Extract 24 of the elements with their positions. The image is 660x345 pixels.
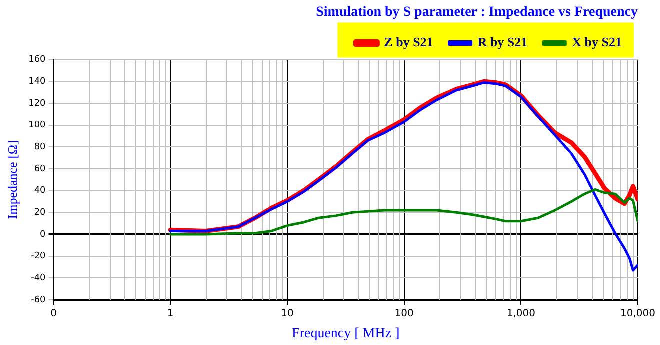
y-tick-label: -20 (31, 252, 46, 262)
chart-title: Simulation by S parameter : Impedance vs Frequency (316, 5, 638, 20)
x-tick-label: 100 (394, 308, 414, 320)
y-tick-label: 0 (40, 230, 46, 240)
y-tick-label: -60 (31, 295, 46, 306)
y-tick-label: 40 (34, 186, 46, 196)
legend-label: X by S21 (572, 34, 622, 50)
legend-label: Z by S21 (384, 34, 434, 50)
y-tick-label: 140 (28, 76, 46, 87)
legend-label: R by S21 (478, 34, 528, 50)
y-tick-label: 60 (34, 164, 46, 174)
x-tick-label: 1 (167, 308, 174, 320)
y-axis-title: Impedance [Ω] (5, 140, 20, 220)
y-tick-label: 160 (28, 55, 46, 66)
x-tick-label: 0 (50, 308, 57, 320)
y-tick-label: 80 (34, 142, 46, 152)
y-tick-label: 100 (28, 120, 46, 131)
x-tick-label: 1,000 (506, 308, 536, 320)
x-tick-label: 10 (281, 308, 294, 320)
x-tick-label: 10,000 (620, 308, 656, 320)
y-tick-label: 120 (28, 98, 46, 109)
y-tick-label: -40 (31, 274, 46, 284)
x-axis-title: Frequency [ MHz ] (292, 326, 400, 342)
y-tick-label: 20 (34, 208, 46, 218)
